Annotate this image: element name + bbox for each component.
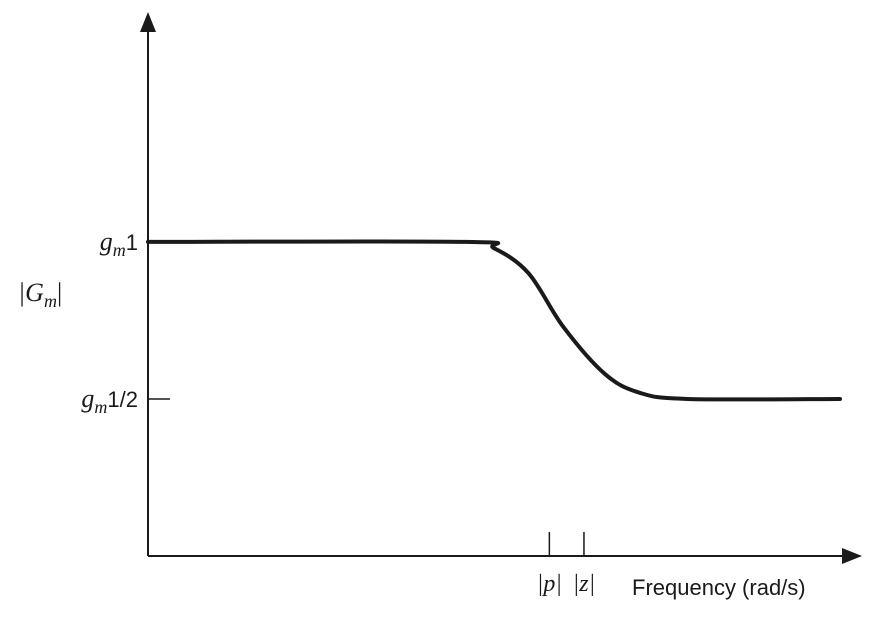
x-axis-label: Frequency (rad/s) bbox=[632, 575, 806, 600]
axes bbox=[140, 12, 862, 564]
x-tick-label: |z| bbox=[573, 571, 596, 597]
y-tick-label: gm1/2 bbox=[81, 384, 138, 417]
y-axis-label-base: |G bbox=[18, 278, 44, 307]
x-tick-label: |p| bbox=[537, 571, 562, 597]
y-axis-label-close: | bbox=[57, 278, 62, 307]
y-ticks: gm1 gm1/2 bbox=[81, 227, 170, 417]
y-axis-label-sub: m bbox=[44, 291, 57, 311]
y-tick-label: gm1 bbox=[100, 227, 138, 260]
y-axis-label: |Gm| bbox=[18, 278, 62, 311]
x-ticks: |p| |z| bbox=[537, 532, 595, 597]
series-line bbox=[146, 239, 842, 402]
svg-text:|Gm|: |Gm| bbox=[18, 278, 62, 311]
